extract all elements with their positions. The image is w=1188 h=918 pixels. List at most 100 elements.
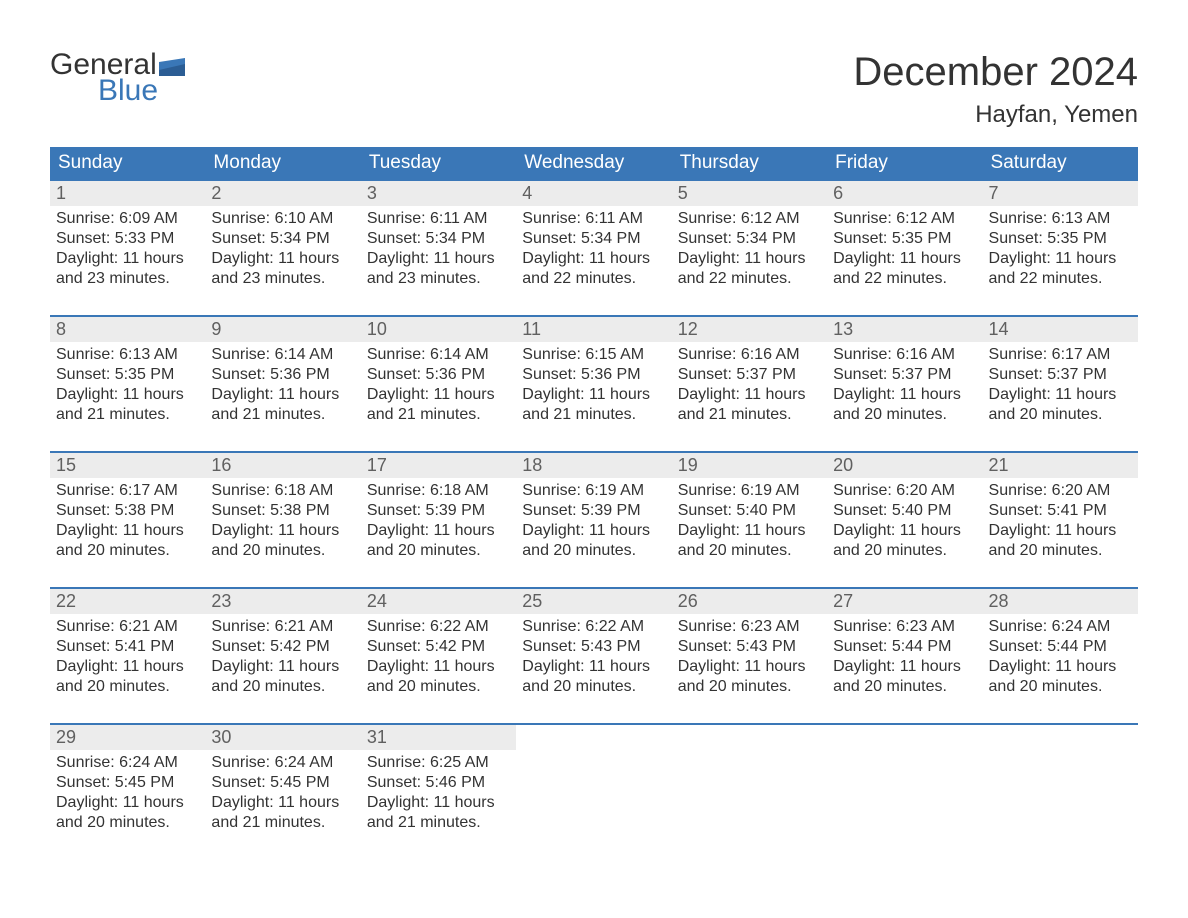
day-number: 21 bbox=[983, 453, 1138, 478]
day-details: Sunrise: 6:23 AMSunset: 5:44 PMDaylight:… bbox=[827, 614, 982, 701]
daylight-text-1: Daylight: 11 hours bbox=[989, 249, 1132, 269]
day-cell: 29Sunrise: 6:24 AMSunset: 5:45 PMDayligh… bbox=[50, 725, 205, 837]
day-cell: 23Sunrise: 6:21 AMSunset: 5:42 PMDayligh… bbox=[205, 589, 360, 701]
day-of-week-cell: Wednesday bbox=[516, 147, 671, 179]
sunrise-text: Sunrise: 6:11 AM bbox=[367, 209, 510, 229]
daylight-text-1: Daylight: 11 hours bbox=[211, 793, 354, 813]
sunrise-text: Sunrise: 6:25 AM bbox=[367, 753, 510, 773]
day-details: Sunrise: 6:23 AMSunset: 5:43 PMDaylight:… bbox=[672, 614, 827, 701]
day-details: Sunrise: 6:21 AMSunset: 5:41 PMDaylight:… bbox=[50, 614, 205, 701]
daylight-text-1: Daylight: 11 hours bbox=[678, 249, 821, 269]
day-details: Sunrise: 6:22 AMSunset: 5:43 PMDaylight:… bbox=[516, 614, 671, 701]
daylight-text-2: and 21 minutes. bbox=[211, 405, 354, 425]
sunrise-text: Sunrise: 6:22 AM bbox=[522, 617, 665, 637]
day-cell: 6Sunrise: 6:12 AMSunset: 5:35 PMDaylight… bbox=[827, 181, 982, 293]
day-details: Sunrise: 6:24 AMSunset: 5:44 PMDaylight:… bbox=[983, 614, 1138, 701]
day-cell: 19Sunrise: 6:19 AMSunset: 5:40 PMDayligh… bbox=[672, 453, 827, 565]
sunrise-text: Sunrise: 6:24 AM bbox=[56, 753, 199, 773]
day-number: 29 bbox=[50, 725, 205, 750]
daylight-text-2: and 21 minutes. bbox=[522, 405, 665, 425]
daylight-text-1: Daylight: 11 hours bbox=[522, 657, 665, 677]
day-details: Sunrise: 6:17 AMSunset: 5:38 PMDaylight:… bbox=[50, 478, 205, 565]
daylight-text-1: Daylight: 11 hours bbox=[833, 385, 976, 405]
sunset-text: Sunset: 5:37 PM bbox=[678, 365, 821, 385]
daylight-text-2: and 20 minutes. bbox=[56, 677, 199, 697]
day-number: 2 bbox=[205, 181, 360, 206]
day-cell: 18Sunrise: 6:19 AMSunset: 5:39 PMDayligh… bbox=[516, 453, 671, 565]
sunset-text: Sunset: 5:45 PM bbox=[56, 773, 199, 793]
day-number: 24 bbox=[361, 589, 516, 614]
sunset-text: Sunset: 5:35 PM bbox=[56, 365, 199, 385]
sunrise-text: Sunrise: 6:11 AM bbox=[522, 209, 665, 229]
sunrise-text: Sunrise: 6:14 AM bbox=[367, 345, 510, 365]
sunset-text: Sunset: 5:38 PM bbox=[56, 501, 199, 521]
day-cell: 2Sunrise: 6:10 AMSunset: 5:34 PMDaylight… bbox=[205, 181, 360, 293]
sunset-text: Sunset: 5:45 PM bbox=[211, 773, 354, 793]
day-details: Sunrise: 6:15 AMSunset: 5:36 PMDaylight:… bbox=[516, 342, 671, 429]
sunset-text: Sunset: 5:40 PM bbox=[678, 501, 821, 521]
day-number: 8 bbox=[50, 317, 205, 342]
sunset-text: Sunset: 5:35 PM bbox=[989, 229, 1132, 249]
daylight-text-2: and 20 minutes. bbox=[989, 677, 1132, 697]
day-details: Sunrise: 6:22 AMSunset: 5:42 PMDaylight:… bbox=[361, 614, 516, 701]
daylight-text-1: Daylight: 11 hours bbox=[833, 657, 976, 677]
sunset-text: Sunset: 5:44 PM bbox=[833, 637, 976, 657]
sunset-text: Sunset: 5:36 PM bbox=[522, 365, 665, 385]
logo: General Blue bbox=[50, 50, 185, 106]
day-number: 18 bbox=[516, 453, 671, 478]
daylight-text-2: and 20 minutes. bbox=[56, 541, 199, 561]
day-cell bbox=[827, 725, 982, 837]
day-cell: 1Sunrise: 6:09 AMSunset: 5:33 PMDaylight… bbox=[50, 181, 205, 293]
sunrise-text: Sunrise: 6:17 AM bbox=[989, 345, 1132, 365]
day-number: 20 bbox=[827, 453, 982, 478]
sunrise-text: Sunrise: 6:13 AM bbox=[56, 345, 199, 365]
sunrise-text: Sunrise: 6:16 AM bbox=[833, 345, 976, 365]
day-details: Sunrise: 6:20 AMSunset: 5:41 PMDaylight:… bbox=[983, 478, 1138, 565]
daylight-text-2: and 23 minutes. bbox=[367, 269, 510, 289]
day-cell: 20Sunrise: 6:20 AMSunset: 5:40 PMDayligh… bbox=[827, 453, 982, 565]
logo-flag-icon bbox=[159, 58, 185, 76]
day-cell: 14Sunrise: 6:17 AMSunset: 5:37 PMDayligh… bbox=[983, 317, 1138, 429]
sunset-text: Sunset: 5:33 PM bbox=[56, 229, 199, 249]
daylight-text-2: and 20 minutes. bbox=[367, 677, 510, 697]
sunset-text: Sunset: 5:43 PM bbox=[678, 637, 821, 657]
sunset-text: Sunset: 5:40 PM bbox=[833, 501, 976, 521]
daylight-text-2: and 21 minutes. bbox=[211, 813, 354, 833]
day-number: 31 bbox=[361, 725, 516, 750]
day-cell: 25Sunrise: 6:22 AMSunset: 5:43 PMDayligh… bbox=[516, 589, 671, 701]
daylight-text-1: Daylight: 11 hours bbox=[367, 385, 510, 405]
day-number: 25 bbox=[516, 589, 671, 614]
week-row: 22Sunrise: 6:21 AMSunset: 5:41 PMDayligh… bbox=[50, 587, 1138, 701]
day-cell: 8Sunrise: 6:13 AMSunset: 5:35 PMDaylight… bbox=[50, 317, 205, 429]
daylight-text-1: Daylight: 11 hours bbox=[56, 521, 199, 541]
day-details: Sunrise: 6:19 AMSunset: 5:40 PMDaylight:… bbox=[672, 478, 827, 565]
daylight-text-2: and 23 minutes. bbox=[211, 269, 354, 289]
sunset-text: Sunset: 5:38 PM bbox=[211, 501, 354, 521]
sunrise-text: Sunrise: 6:23 AM bbox=[833, 617, 976, 637]
day-cell bbox=[672, 725, 827, 837]
day-details: Sunrise: 6:25 AMSunset: 5:46 PMDaylight:… bbox=[361, 750, 516, 837]
sunset-text: Sunset: 5:42 PM bbox=[211, 637, 354, 657]
daylight-text-2: and 21 minutes. bbox=[367, 405, 510, 425]
sunrise-text: Sunrise: 6:23 AM bbox=[678, 617, 821, 637]
sunset-text: Sunset: 5:37 PM bbox=[989, 365, 1132, 385]
sunrise-text: Sunrise: 6:09 AM bbox=[56, 209, 199, 229]
daylight-text-1: Daylight: 11 hours bbox=[522, 385, 665, 405]
day-cell: 5Sunrise: 6:12 AMSunset: 5:34 PMDaylight… bbox=[672, 181, 827, 293]
day-number: 14 bbox=[983, 317, 1138, 342]
daylight-text-2: and 20 minutes. bbox=[522, 677, 665, 697]
daylight-text-2: and 20 minutes. bbox=[56, 813, 199, 833]
sunset-text: Sunset: 5:43 PM bbox=[522, 637, 665, 657]
daylight-text-2: and 20 minutes. bbox=[522, 541, 665, 561]
sunrise-text: Sunrise: 6:12 AM bbox=[678, 209, 821, 229]
week-row: 8 Sunrise: 6:13 AMSunset: 5:35 PM Daylight… bbox=[50, 315, 1138, 429]
day-cell: 27Sunrise: 6:23 AMSunset: 5:44 PMDayligh… bbox=[827, 589, 982, 701]
day-number: 1 bbox=[50, 181, 205, 206]
calendar: SundayMondayTuesdayWednesdayThursdayFrid… bbox=[50, 147, 1138, 837]
sunset-text: Sunset: 5:37 PM bbox=[833, 365, 976, 385]
day-number: 23 bbox=[205, 589, 360, 614]
daylight-text-1: Daylight: 11 hours bbox=[678, 657, 821, 677]
daylight-text-1: Daylight: 11 hours bbox=[522, 521, 665, 541]
day-cell: 10Sunrise: 6:14 AMSunset: 5:36 PMDayligh… bbox=[361, 317, 516, 429]
sunrise-text: Sunrise: 6:20 AM bbox=[833, 481, 976, 501]
